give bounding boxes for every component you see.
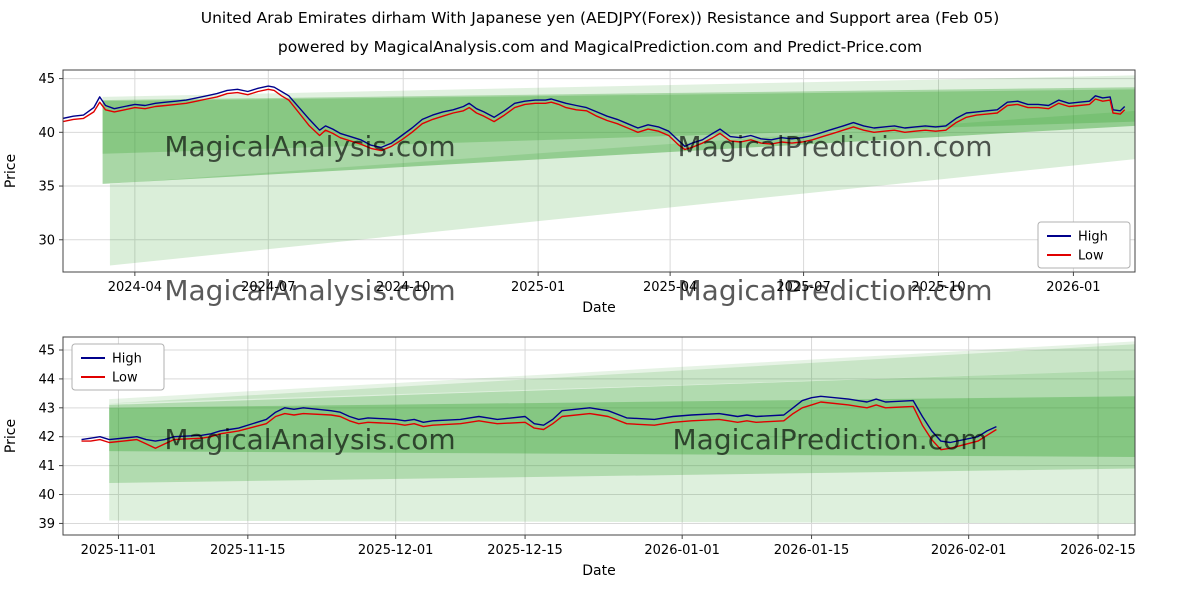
x-tick-label: 2025-12-15 — [487, 543, 563, 558]
y-tick-label: 41 — [38, 459, 55, 474]
x-tick-label: 2025-04 — [643, 280, 697, 295]
legend-box — [71, 343, 165, 391]
watermark-text: MagicalPrediction.com — [678, 274, 993, 307]
chart-subtitle: powered by MagicalAnalysis.com and Magic… — [277, 38, 923, 56]
y-tick-label: 44 — [38, 372, 55, 387]
y-axis-label: Price — [3, 419, 19, 453]
price-series — [63, 85, 1126, 152]
gridlines — [63, 337, 1135, 535]
bottom-price-chart: MagicalAnalysis.com MagicalPrediction.com… — [3, 336, 1136, 579]
plot-border — [62, 336, 1136, 536]
legend-label: Low — [112, 371, 138, 386]
plot-border — [62, 69, 1136, 273]
watermark-text: MagicalAnalysis.com — [164, 423, 455, 456]
y-tick-label: 40 — [38, 126, 55, 141]
support-resistance-bands — [109, 341, 1135, 524]
chart-title: United Arab Emirates dirham With Japanes… — [200, 9, 1000, 27]
x-tick-label: 2026-01-01 — [644, 543, 720, 558]
y-tick-label: 39 — [38, 517, 55, 532]
watermark-text: MagicalPrediction.com — [678, 130, 993, 163]
legend-label: High — [1078, 230, 1108, 245]
y-tick-label: 45 — [38, 72, 55, 87]
band — [109, 396, 1135, 457]
watermark-text: MagicalAnalysis.com — [164, 274, 455, 307]
gridlines — [63, 70, 1135, 272]
band — [109, 370, 1135, 483]
y-tick-label: 40 — [38, 488, 55, 503]
band — [109, 344, 1135, 524]
series-high-line — [63, 85, 1126, 149]
x-tick-label: 2025-11-01 — [81, 543, 157, 558]
legend-box — [1037, 221, 1131, 269]
x-tick-label: 2025-10 — [911, 280, 965, 295]
support-resistance-bands — [102, 75, 1135, 266]
series-high-line — [81, 395, 997, 444]
top-price-chart: MagicalAnalysis.com MagicalPrediction.com… — [3, 69, 1136, 316]
series-low-line — [63, 88, 1126, 152]
x-tick-label: 2024-04 — [108, 280, 162, 295]
x-tick-label: 2025-11-15 — [210, 543, 286, 558]
x-tick-label: 2026-02-15 — [1060, 543, 1136, 558]
band — [102, 75, 1135, 101]
series-low-line — [81, 401, 997, 451]
band — [109, 110, 1135, 266]
band — [109, 341, 1135, 404]
legend-label: High — [112, 352, 142, 367]
price-series — [81, 395, 997, 451]
y-tick-label: 35 — [38, 180, 55, 195]
band — [102, 87, 1135, 184]
band — [102, 89, 1135, 154]
x-tick-label: 2025-12-01 — [358, 543, 434, 558]
legend-label: Low — [1078, 249, 1104, 264]
x-tick-label: 2024-07 — [241, 280, 295, 295]
y-tick-label: 45 — [38, 344, 55, 359]
y-tick-label: 43 — [38, 401, 55, 416]
x-tick-label: 2025-01 — [511, 280, 565, 295]
x-axis-label: Date — [582, 563, 615, 579]
y-tick-label: 30 — [38, 233, 55, 248]
x-tick-label: 2026-01-15 — [774, 543, 850, 558]
x-axis-label: Date — [582, 300, 615, 316]
x-tick-label: 2026-01 — [1046, 280, 1100, 295]
legend: High Low — [71, 343, 165, 391]
x-tick-label: 2025-07 — [776, 280, 830, 295]
watermark-text: MagicalAnalysis.com — [164, 130, 455, 163]
watermark-text: MagicalPrediction.com — [673, 423, 988, 456]
x-tick-label: 2024-10 — [376, 280, 430, 295]
x-tick-label: 2026-02-01 — [931, 543, 1007, 558]
y-tick-label: 42 — [38, 430, 55, 445]
legend: High Low — [1037, 221, 1131, 269]
y-axis-label: Price — [3, 154, 19, 188]
